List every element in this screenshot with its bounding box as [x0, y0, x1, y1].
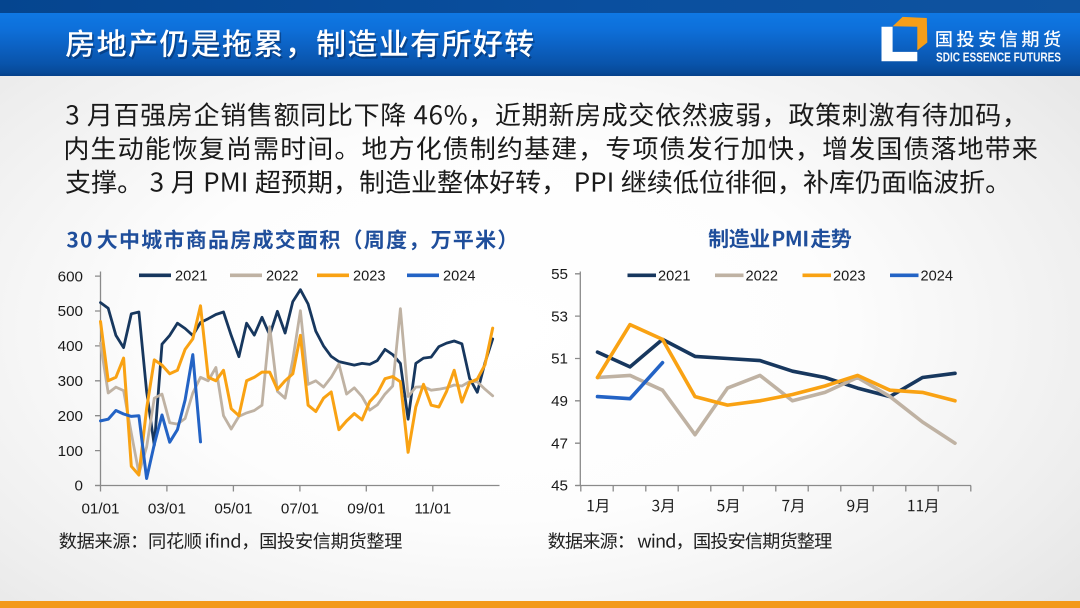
svg-text:01/01: 01/01 — [81, 501, 119, 518]
svg-text:2024: 2024 — [443, 269, 475, 285]
svg-text:2024: 2024 — [921, 269, 953, 285]
svg-text:200: 200 — [58, 408, 83, 425]
svg-text:2022: 2022 — [266, 269, 298, 285]
svg-text:600: 600 — [58, 268, 83, 285]
svg-text:51: 51 — [551, 351, 568, 368]
svg-text:400: 400 — [58, 338, 83, 355]
svg-text:2022: 2022 — [746, 269, 778, 285]
svg-text:53: 53 — [551, 308, 568, 325]
svg-text:100: 100 — [58, 443, 83, 460]
svg-text:2023: 2023 — [833, 269, 865, 285]
svg-text:300: 300 — [58, 373, 83, 390]
svg-text:03/01: 03/01 — [148, 501, 186, 518]
svg-text:2021: 2021 — [175, 269, 207, 285]
svg-text:49: 49 — [551, 393, 568, 410]
svg-text:55: 55 — [551, 266, 568, 283]
svg-text:05/01: 05/01 — [214, 501, 252, 518]
svg-text:0: 0 — [75, 478, 83, 495]
svg-text:45: 45 — [551, 478, 568, 495]
svg-text:11/01: 11/01 — [414, 501, 451, 518]
svg-text:47: 47 — [551, 435, 568, 452]
svg-text:09/01: 09/01 — [347, 501, 385, 518]
svg-text:07/01: 07/01 — [281, 501, 319, 518]
svg-text:SDIC ESSENCE FUTURES: SDIC ESSENCE FUTURES — [936, 49, 1061, 64]
svg-text:2021: 2021 — [658, 269, 690, 285]
svg-text:2023: 2023 — [353, 269, 385, 285]
svg-text:500: 500 — [58, 303, 83, 320]
